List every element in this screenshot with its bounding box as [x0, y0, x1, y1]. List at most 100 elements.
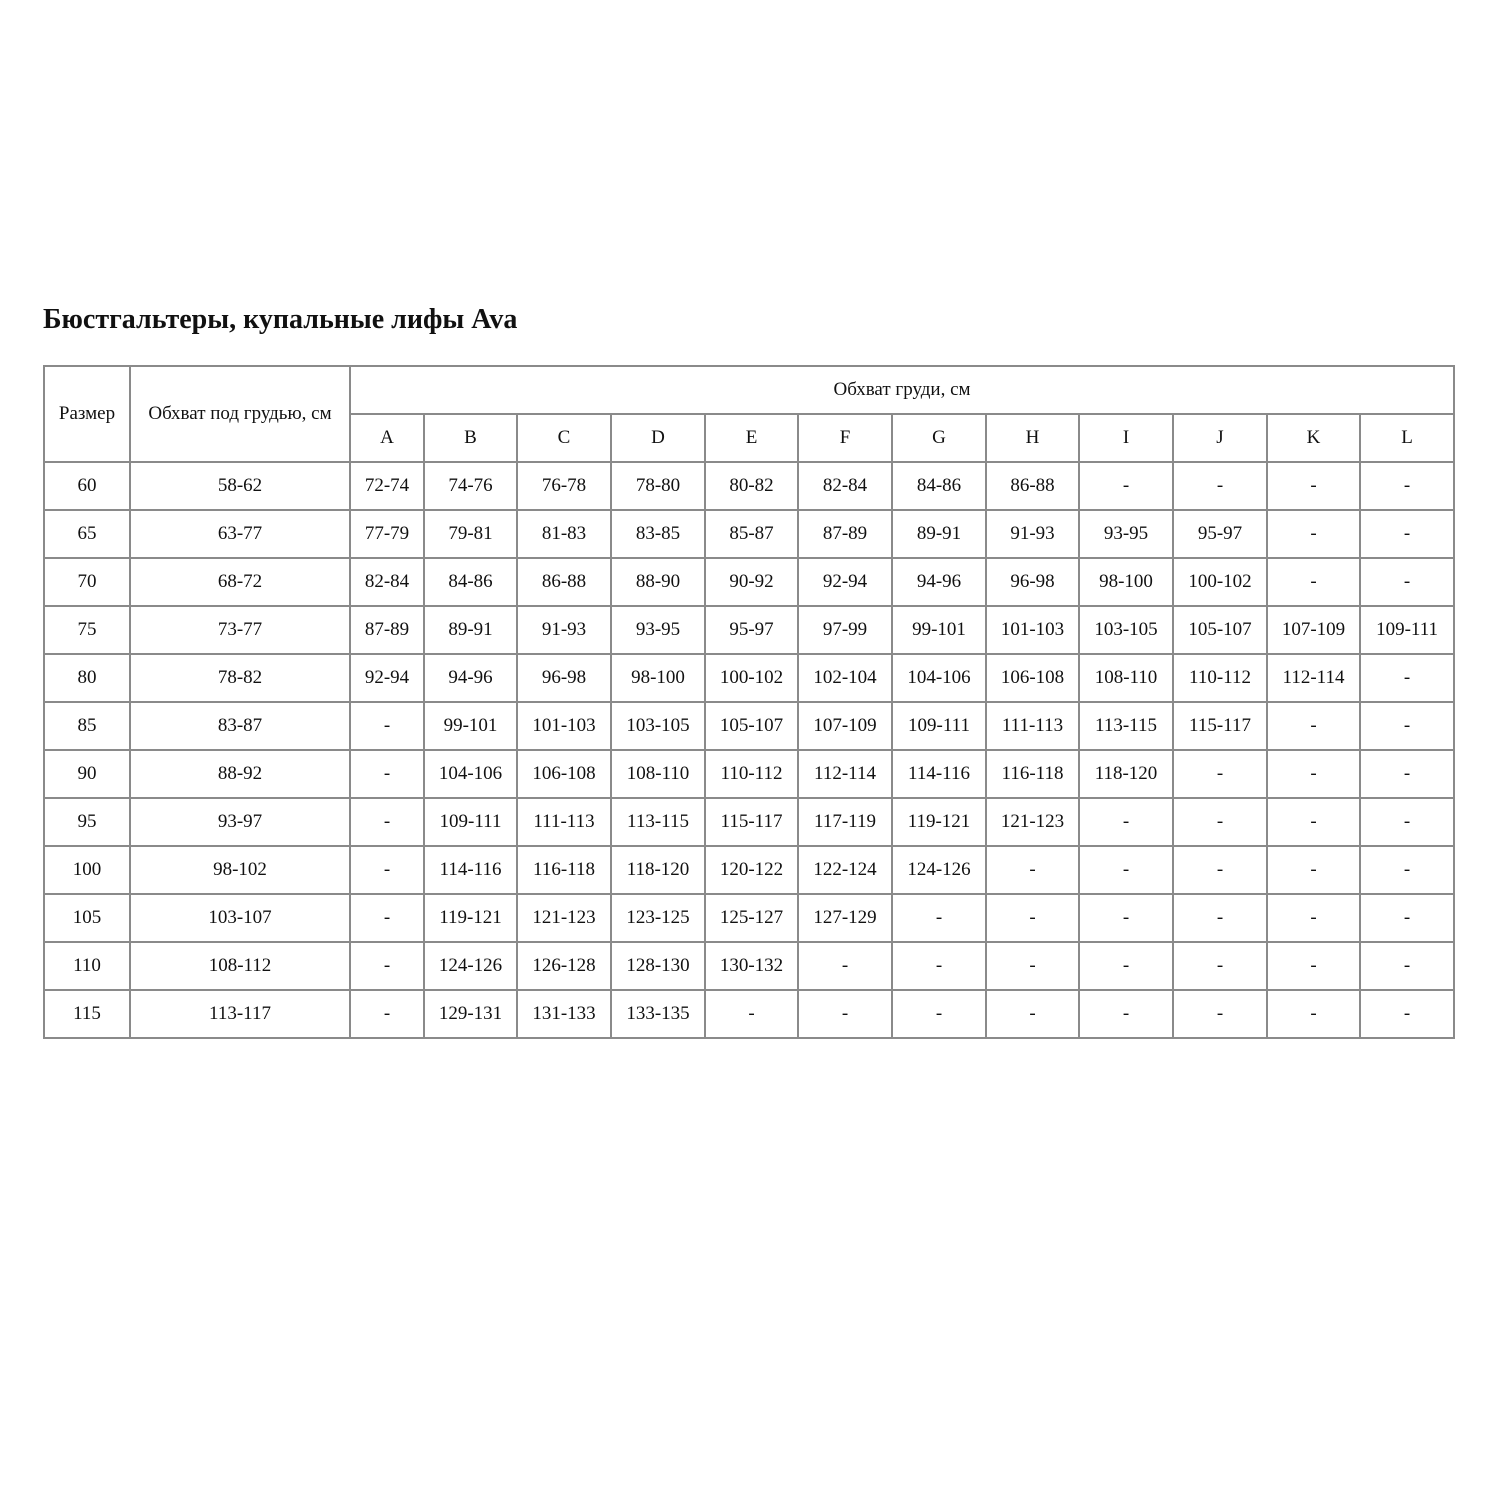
- cell-bust-k: -: [1266, 893, 1361, 943]
- header-cup-g: G: [891, 413, 987, 463]
- cell-bust-h: 96-98: [985, 557, 1080, 607]
- cell-bust-c: 106-108: [516, 749, 612, 799]
- cell-bust-a: 77-79: [349, 509, 425, 559]
- cell-size: 80: [43, 653, 131, 703]
- cell-bust-l: -: [1358, 749, 1456, 799]
- table-row: 95 93-97-109-111 111-113 113-115 115-117 117-…: [43, 797, 1456, 847]
- cell-size: 105: [43, 893, 131, 943]
- cell-bust-k: -: [1266, 557, 1361, 607]
- cell-bust-f: 97-99: [797, 605, 893, 655]
- cell-bust-k: -: [1266, 509, 1361, 559]
- cell-bust-j: 100-102: [1172, 557, 1268, 607]
- cell-bust-c: 131-133: [516, 989, 612, 1039]
- size-chart-table: Размер Обхват под грудью, см Обхват груд…: [43, 365, 1456, 1039]
- cell-bust-l: -: [1358, 461, 1456, 511]
- cell-bust-l: -: [1358, 797, 1456, 847]
- cell-bust-c: 126-128: [516, 941, 612, 991]
- table-row: 85 83-87-99-101 101-103 103-105 105-107 107-1…: [43, 701, 1456, 751]
- cell-bust-j: 110-112: [1172, 653, 1268, 703]
- cell-bust-g: -: [891, 893, 987, 943]
- cell-bust-b: 79-81: [423, 509, 518, 559]
- cell-bust-b: 124-126: [423, 941, 518, 991]
- cell-underbust: 98-102: [129, 845, 351, 895]
- table-row: 100 98-102-114-116 116-118 118-120 120-122 12…: [43, 845, 1456, 895]
- cell-bust-c: 76-78: [516, 461, 612, 511]
- cell-bust-b: 94-96: [423, 653, 518, 703]
- header-cup-b: B: [423, 413, 518, 463]
- cell-bust-e: 100-102: [704, 653, 799, 703]
- cell-underbust: 58-62: [129, 461, 351, 511]
- cell-bust-c: 116-118: [516, 845, 612, 895]
- cell-size: 75: [43, 605, 131, 655]
- cell-bust-g: -: [891, 989, 987, 1039]
- table-row: 90 88-92-104-106 106-108 108-110 110-112 112-…: [43, 749, 1456, 799]
- cell-bust-k: -: [1266, 845, 1361, 895]
- cell-bust-b: 119-121: [423, 893, 518, 943]
- cell-bust-g: 114-116: [891, 749, 987, 799]
- cell-bust-j: -: [1172, 461, 1268, 511]
- cell-bust-i: 98-100: [1078, 557, 1174, 607]
- cell-bust-b: 99-101: [423, 701, 518, 751]
- cell-bust-j: -: [1172, 893, 1268, 943]
- cell-bust-a: 72-74: [349, 461, 425, 511]
- cell-bust-l: 109-111: [1358, 605, 1456, 655]
- cell-bust-d: 78-80: [610, 461, 706, 511]
- cell-underbust: 113-117: [129, 989, 351, 1039]
- cell-bust-i: 113-115: [1078, 701, 1174, 751]
- cell-size: 95: [43, 797, 131, 847]
- cell-bust-b: 84-86: [423, 557, 518, 607]
- cell-size: 90: [43, 749, 131, 799]
- cell-bust-e: 120-122: [704, 845, 799, 895]
- cell-bust-g: 99-101: [891, 605, 987, 655]
- header-cup-k: K: [1266, 413, 1361, 463]
- cell-underbust: 73-77: [129, 605, 351, 655]
- cell-bust-f: 102-104: [797, 653, 893, 703]
- cell-bust-a: 92-94: [349, 653, 425, 703]
- cell-bust-g: -: [891, 941, 987, 991]
- cell-bust-h: 111-113: [985, 701, 1080, 751]
- cell-bust-d: 88-90: [610, 557, 706, 607]
- cell-bust-c: 101-103: [516, 701, 612, 751]
- cell-bust-c: 86-88: [516, 557, 612, 607]
- cell-bust-j: -: [1172, 797, 1268, 847]
- cell-bust-g: 84-86: [891, 461, 987, 511]
- header-cup-d: D: [610, 413, 706, 463]
- cell-bust-k: -: [1266, 989, 1361, 1039]
- cell-bust-k: -: [1266, 461, 1361, 511]
- table-body: 60 58-62 72-74 74-76 76-78 78-80 80-82 82-84 84-…: [43, 461, 1456, 1039]
- cell-bust-f: 87-89: [797, 509, 893, 559]
- cell-bust-j: -: [1172, 941, 1268, 991]
- cell-bust-e: 80-82: [704, 461, 799, 511]
- cell-underbust: 88-92: [129, 749, 351, 799]
- cell-bust-e: 95-97: [704, 605, 799, 655]
- cell-bust-a: 87-89: [349, 605, 425, 655]
- cell-bust-j: 115-117: [1172, 701, 1268, 751]
- cell-bust-a: -: [349, 701, 425, 751]
- table-row: 70 68-72 82-84 84-86 86-88 88-90 90-92 92-94 94-…: [43, 557, 1456, 607]
- header-bust: Обхват груди, см: [348, 365, 1456, 415]
- cell-bust-f: -: [797, 989, 893, 1039]
- cell-bust-k: -: [1266, 797, 1361, 847]
- cell-bust-d: 128-130: [610, 941, 706, 991]
- table-row: 60 58-62 72-74 74-76 76-78 78-80 80-82 82-84 84-…: [43, 461, 1456, 511]
- cell-bust-g: 109-111: [891, 701, 987, 751]
- cell-bust-f: 122-124: [797, 845, 893, 895]
- cell-bust-c: 81-83: [516, 509, 612, 559]
- cell-bust-d: 103-105: [610, 701, 706, 751]
- cell-bust-a: -: [349, 797, 425, 847]
- cell-bust-c: 111-113: [516, 797, 612, 847]
- cell-bust-a: -: [349, 749, 425, 799]
- cell-bust-f: 127-129: [797, 893, 893, 943]
- header-row-1: Размер Обхват под грудью, см Обхват груд…: [43, 365, 1456, 463]
- cell-bust-j: -: [1172, 989, 1268, 1039]
- cell-bust-h: 116-118: [985, 749, 1080, 799]
- cell-bust-h: 106-108: [985, 653, 1080, 703]
- cell-bust-l: -: [1358, 653, 1456, 703]
- table-row: 75 73-77 87-89 89-91 91-93 93-95 95-97 97-99 99-…: [43, 605, 1456, 655]
- cell-size: 65: [43, 509, 131, 559]
- cell-underbust: 68-72: [129, 557, 351, 607]
- cell-bust-k: -: [1266, 941, 1361, 991]
- cell-bust-k: 107-109: [1266, 605, 1361, 655]
- cell-underbust: 83-87: [129, 701, 351, 751]
